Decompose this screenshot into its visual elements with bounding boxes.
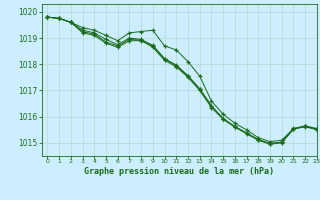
- X-axis label: Graphe pression niveau de la mer (hPa): Graphe pression niveau de la mer (hPa): [84, 167, 274, 176]
